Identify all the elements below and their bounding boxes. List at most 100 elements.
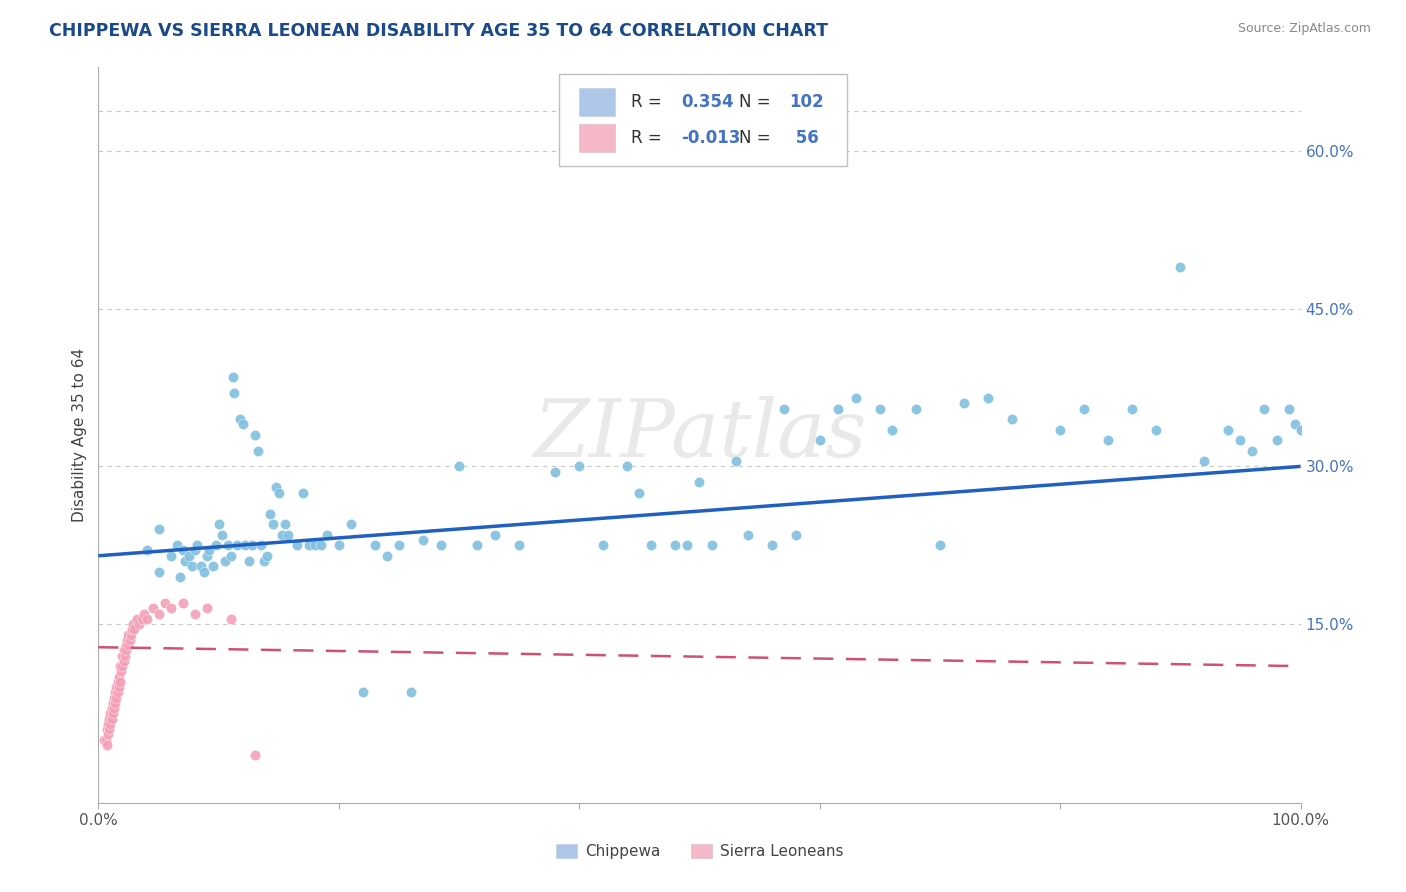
Point xyxy=(101,696,124,710)
Point xyxy=(233,538,256,552)
Text: 56: 56 xyxy=(790,129,818,147)
Point xyxy=(285,538,308,552)
Point xyxy=(112,654,135,668)
Point xyxy=(267,485,290,500)
Point xyxy=(214,554,236,568)
Point xyxy=(104,696,127,710)
Point xyxy=(96,738,118,752)
Point xyxy=(1194,454,1216,468)
Point xyxy=(186,538,208,552)
Point xyxy=(1289,423,1312,437)
Text: CHIPPEWA VS SIERRA LEONEAN DISABILITY AGE 35 TO 64 CORRELATION CHART: CHIPPEWA VS SIERRA LEONEAN DISABILITY AG… xyxy=(49,22,828,40)
Point xyxy=(953,396,976,410)
Point xyxy=(352,685,374,699)
Point xyxy=(737,527,759,541)
Point xyxy=(271,527,294,541)
Point xyxy=(253,554,276,568)
Point xyxy=(616,459,638,474)
Point xyxy=(128,617,150,632)
Point xyxy=(247,443,270,458)
Point xyxy=(592,538,614,552)
Point xyxy=(1073,401,1095,416)
Point xyxy=(259,507,281,521)
Point xyxy=(153,596,176,610)
Point xyxy=(177,549,200,563)
Bar xyxy=(579,124,616,153)
FancyBboxPatch shape xyxy=(558,74,848,166)
Point xyxy=(808,433,831,447)
Point xyxy=(375,549,398,563)
Text: N =: N = xyxy=(740,129,776,147)
Point xyxy=(664,538,686,552)
Point xyxy=(1097,433,1119,447)
Legend: Chippewa, Sierra Leoneans: Chippewa, Sierra Leoneans xyxy=(550,838,849,865)
Point xyxy=(110,665,132,679)
Point xyxy=(761,538,783,552)
Point xyxy=(193,565,215,579)
Point xyxy=(183,543,205,558)
Point xyxy=(544,465,567,479)
Point xyxy=(117,638,139,652)
Point xyxy=(412,533,434,547)
Point xyxy=(198,543,221,558)
Point xyxy=(115,638,138,652)
Point xyxy=(183,607,205,621)
Point xyxy=(232,417,254,432)
Point xyxy=(1170,260,1192,274)
Point xyxy=(159,549,181,563)
Point xyxy=(97,717,120,731)
Point xyxy=(169,570,191,584)
Point xyxy=(172,596,194,610)
Y-axis label: Disability Age 35 to 64: Disability Age 35 to 64 xyxy=(72,348,87,522)
Point xyxy=(724,454,747,468)
Text: Source: ZipAtlas.com: Source: ZipAtlas.com xyxy=(1237,22,1371,36)
Point xyxy=(100,717,122,731)
Point xyxy=(845,391,868,405)
Point xyxy=(205,538,228,552)
Point xyxy=(315,527,337,541)
Point xyxy=(104,685,127,699)
Point xyxy=(208,517,231,532)
Point xyxy=(120,627,142,641)
Point xyxy=(148,607,170,621)
Point xyxy=(103,690,125,705)
Point xyxy=(97,727,120,741)
Point xyxy=(111,648,134,663)
Point xyxy=(1253,401,1275,416)
Point xyxy=(190,559,212,574)
Point xyxy=(1001,412,1024,426)
Point xyxy=(772,401,794,416)
Point xyxy=(880,423,903,437)
Point xyxy=(94,732,117,747)
Point xyxy=(131,612,153,626)
Point xyxy=(1121,401,1143,416)
Point xyxy=(1277,401,1299,416)
Point xyxy=(181,559,204,574)
Point xyxy=(1144,423,1167,437)
Point xyxy=(108,659,131,673)
Point xyxy=(399,685,422,699)
Point xyxy=(266,480,288,494)
Text: R =: R = xyxy=(631,129,666,147)
Point xyxy=(568,459,591,474)
Point xyxy=(219,612,242,626)
Point xyxy=(107,685,129,699)
Point xyxy=(121,623,143,637)
Point xyxy=(640,538,662,552)
Point xyxy=(628,485,651,500)
Point xyxy=(243,748,266,763)
Point xyxy=(256,549,278,563)
Point xyxy=(340,517,363,532)
Point xyxy=(117,627,139,641)
Point xyxy=(100,706,122,721)
Point xyxy=(328,538,350,552)
Point xyxy=(124,623,146,637)
Point xyxy=(240,538,263,552)
Point xyxy=(304,538,326,552)
Point xyxy=(98,723,121,737)
Point xyxy=(904,401,927,416)
Text: -0.013: -0.013 xyxy=(682,129,741,147)
Point xyxy=(172,543,194,558)
Point xyxy=(869,401,891,416)
Point xyxy=(195,549,218,563)
